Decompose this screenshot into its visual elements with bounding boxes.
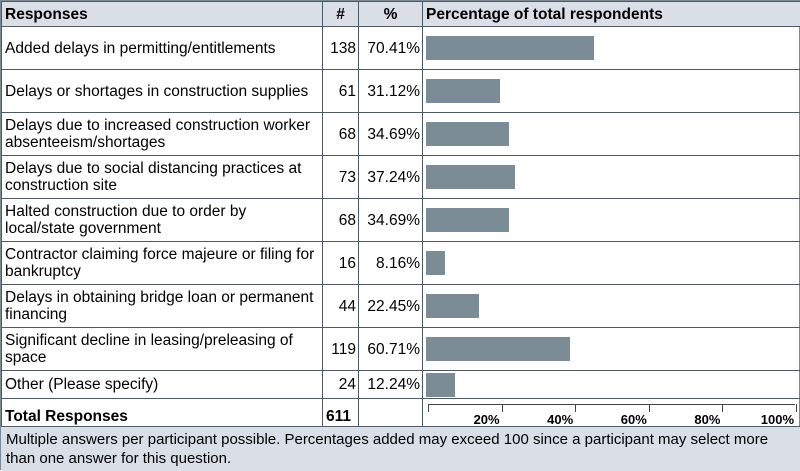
percentage-bar bbox=[426, 208, 509, 232]
response-count: 68 bbox=[323, 113, 359, 156]
response-count: 68 bbox=[323, 199, 359, 242]
percentage-bar bbox=[426, 373, 455, 397]
response-label: Delays in obtaining bridge loan or perma… bbox=[2, 285, 323, 328]
bar-cell bbox=[423, 328, 800, 371]
x-axis-tick bbox=[796, 404, 797, 412]
table-row: Significant decline in leasing/preleasin… bbox=[2, 328, 800, 371]
response-percent: 34.69% bbox=[359, 199, 423, 242]
response-count: 73 bbox=[323, 156, 359, 199]
response-label: Contractor claiming force majeure or fil… bbox=[2, 242, 323, 285]
bar-cell bbox=[423, 113, 800, 156]
response-count: 24 bbox=[323, 371, 359, 399]
bar-cell bbox=[423, 70, 800, 113]
response-percent: 70.41% bbox=[359, 27, 423, 70]
response-count: 44 bbox=[323, 285, 359, 328]
response-percent: 60.71% bbox=[359, 328, 423, 371]
response-percent: 34.69% bbox=[359, 113, 423, 156]
table-row: Delays in obtaining bridge loan or perma… bbox=[2, 285, 800, 328]
header-count: # bbox=[323, 2, 359, 27]
header-row: Responses # % Percentage of total respon… bbox=[2, 2, 800, 27]
response-label: Delays due to increased construction wor… bbox=[2, 113, 323, 156]
table-row: Delays due to increased construction wor… bbox=[2, 113, 800, 156]
table-row: Delays or shortages in construction supp… bbox=[2, 70, 800, 113]
response-percent: 22.45% bbox=[359, 285, 423, 328]
response-percent: 12.24% bbox=[359, 371, 423, 399]
response-count: 16 bbox=[323, 242, 359, 285]
x-axis-tick bbox=[575, 404, 576, 412]
percentage-bar bbox=[426, 36, 594, 60]
response-count: 138 bbox=[323, 27, 359, 70]
response-label: Delays or shortages in construction supp… bbox=[2, 70, 323, 113]
response-count: 61 bbox=[323, 70, 359, 113]
percentage-bar bbox=[426, 251, 445, 275]
response-count: 119 bbox=[323, 328, 359, 371]
bar-cell bbox=[423, 199, 800, 242]
bar-cell bbox=[423, 371, 800, 399]
percentage-bar bbox=[426, 79, 500, 103]
response-label: Added delays in permitting/entitlements bbox=[2, 27, 323, 70]
x-axis-tick bbox=[649, 404, 650, 412]
response-percent: 37.24% bbox=[359, 156, 423, 199]
x-axis-tick bbox=[502, 404, 503, 412]
survey-table: Responses # % Percentage of total respon… bbox=[1, 1, 800, 435]
response-percent: 8.16% bbox=[359, 242, 423, 285]
x-axis-line bbox=[428, 404, 795, 405]
bar-cell bbox=[423, 27, 800, 70]
x-axis-tick bbox=[428, 404, 429, 412]
bar-cell bbox=[423, 285, 800, 328]
header-responses: Responses bbox=[2, 2, 323, 27]
percentage-bar bbox=[426, 294, 479, 318]
percentage-bar bbox=[426, 337, 570, 361]
percentage-bar bbox=[426, 122, 509, 146]
table-row: Halted construction due to order by loca… bbox=[2, 199, 800, 242]
response-label: Significant decline in leasing/preleasin… bbox=[2, 328, 323, 371]
bar-cell bbox=[423, 156, 800, 199]
header-percent: % bbox=[359, 2, 423, 27]
percentage-bar bbox=[426, 165, 515, 189]
response-label: Halted construction due to order by loca… bbox=[2, 199, 323, 242]
bar-cell bbox=[423, 242, 800, 285]
response-label: Delays due to social distancing practice… bbox=[2, 156, 323, 199]
response-percent: 31.12% bbox=[359, 70, 423, 113]
footnote: Multiple answers per participant possibl… bbox=[1, 426, 800, 471]
header-chart-title: Percentage of total respondents bbox=[423, 2, 800, 27]
x-axis-tick bbox=[722, 404, 723, 412]
table-row: Contractor claiming force majeure or fil… bbox=[2, 242, 800, 285]
table-row: Delays due to social distancing practice… bbox=[2, 156, 800, 199]
response-label: Other (Please specify) bbox=[2, 371, 323, 399]
